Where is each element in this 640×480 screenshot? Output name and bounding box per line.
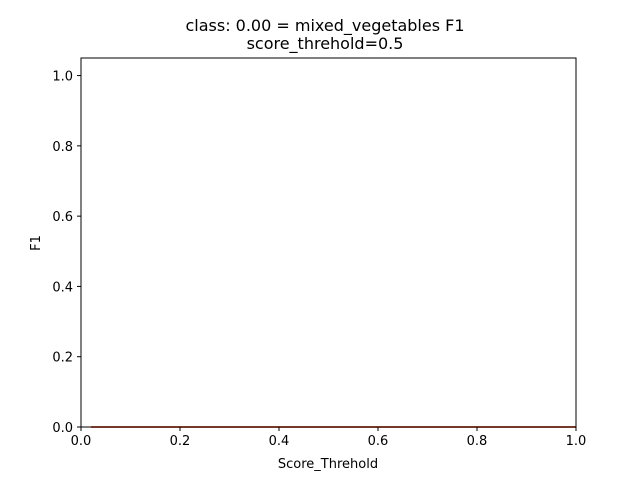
y-tick-label: 0.8 — [52, 140, 73, 155]
x-tick-label: 1.0 — [566, 434, 587, 449]
x-tick-label: 0.8 — [467, 434, 488, 449]
x-tick-label: 0.4 — [269, 434, 290, 449]
y-tick-label: 1.0 — [52, 70, 73, 85]
y-axis-label: F1 — [29, 235, 44, 251]
chart-subtitle: score_threhold=0.5 — [247, 34, 404, 54]
axes-frame — [80, 57, 577, 428]
y-tick-label: 0.2 — [52, 351, 73, 366]
x-axis-label: Score_Threhold — [278, 457, 378, 472]
x-tick-label: 0.2 — [170, 434, 191, 449]
chart-title: class: 0.00 = mixed_vegetables F1 — [185, 16, 464, 36]
y-tick-label: 0.4 — [52, 280, 73, 295]
plot-area: 0.0 0.2 0.4 0.6 0.8 1.0 0.0 0.2 0.4 0.6 0.8 1.0 — [52, 57, 587, 449]
y-tick-label: 0.6 — [52, 210, 73, 225]
x-tick-label: 0.0 — [71, 434, 92, 449]
y-tick-label: 0.0 — [52, 421, 73, 436]
x-tick-label: 0.6 — [368, 434, 389, 449]
